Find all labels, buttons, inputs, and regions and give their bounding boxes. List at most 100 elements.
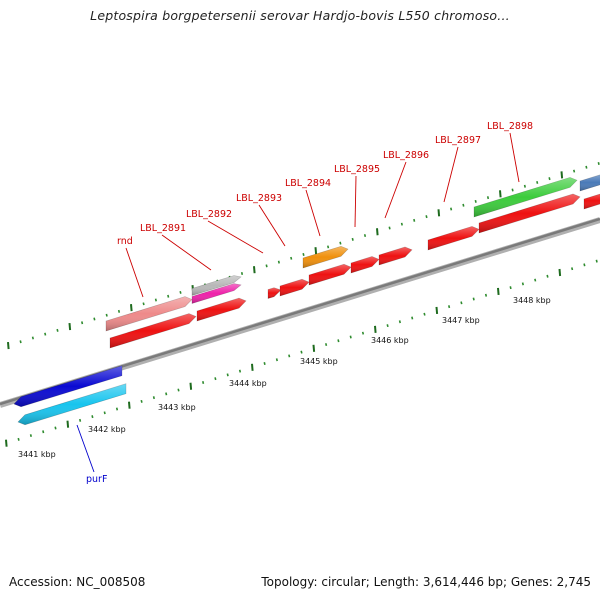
minor-tick — [179, 290, 182, 294]
gene-label[interactable]: LBL_2892 — [186, 209, 232, 220]
minor-tick — [597, 162, 600, 165]
major-tick — [251, 363, 254, 371]
major-tick — [130, 304, 133, 312]
gene-label[interactable]: LBL_2896 — [383, 150, 429, 161]
minor-tick — [214, 377, 217, 381]
accession-text: Accession: NC_008508 — [9, 575, 146, 589]
feature-LBL_2892-cds[interactable] — [267, 287, 282, 299]
minor-tick — [351, 237, 354, 241]
feature-LBL_2898-cds[interactable] — [478, 193, 581, 234]
minor-tick — [349, 335, 352, 339]
major-tick — [314, 247, 318, 255]
minor-tick — [425, 215, 428, 219]
minor-tick — [300, 350, 303, 354]
kbp-label: 3446 kbp — [371, 336, 409, 345]
minor-tick — [202, 380, 205, 384]
inner-tick-row — [5, 259, 598, 447]
minor-tick — [337, 339, 340, 343]
minor-tick — [81, 321, 84, 325]
kbp-label: 3443 kbp — [158, 403, 196, 412]
minor-tick — [165, 392, 168, 396]
kbp-label: 3448 kbp — [513, 296, 551, 305]
minor-tick — [339, 241, 342, 245]
connector-line — [384, 161, 407, 219]
minor-tick — [140, 399, 143, 403]
feature-LBL_2896-cds[interactable] — [378, 246, 413, 266]
feature-LBL_2893-cds[interactable] — [279, 278, 310, 297]
minor-tick — [573, 169, 576, 173]
minor-tick — [42, 430, 45, 434]
gene-label[interactable]: LBL_2898 — [487, 121, 533, 132]
minor-tick — [363, 234, 367, 238]
label-connectors — [76, 132, 520, 473]
minor-tick — [91, 415, 94, 419]
feature-LBL_2898-cog[interactable] — [473, 177, 578, 218]
minor-tick — [534, 278, 537, 282]
minor-tick — [474, 199, 477, 203]
minor-tick — [238, 369, 242, 373]
minor-tick — [44, 332, 47, 336]
feature-next-cds[interactable] — [583, 193, 600, 210]
connector-line — [443, 146, 459, 203]
minor-tick — [571, 267, 574, 271]
minor-tick — [177, 388, 180, 392]
minor-tick — [486, 196, 490, 200]
minor-tick — [275, 358, 278, 362]
feature-rnd-cds[interactable] — [109, 313, 197, 349]
outer-tick-row — [7, 162, 600, 350]
minor-tick — [103, 411, 106, 415]
minor-tick — [386, 324, 389, 328]
minor-tick — [398, 320, 401, 324]
minor-tick — [265, 264, 268, 268]
gene-label[interactable]: rnd — [117, 236, 133, 247]
minor-tick — [115, 407, 119, 411]
gene-labels: rndLBL_2891LBL_2892LBL_2893LBL_2894LBL_2… — [86, 121, 533, 485]
feature-purF-cog[interactable] — [13, 365, 123, 408]
minor-tick — [521, 282, 524, 286]
minor-tick — [460, 301, 463, 305]
feature-purF-cds[interactable] — [17, 383, 127, 426]
feature-LBL_2897-cds[interactable] — [427, 226, 480, 251]
map-title: Leptospira borgpetersenii serovar Hardjo… — [90, 8, 510, 23]
minor-tick — [167, 294, 170, 298]
kbp-label: 3442 kbp — [88, 425, 126, 434]
gene-label[interactable]: LBL_2897 — [435, 135, 481, 146]
feature-LBL_2895-cds[interactable] — [350, 256, 380, 274]
connector-line — [207, 220, 264, 254]
minor-tick — [400, 222, 403, 226]
feature-LBL_2891-cds[interactable] — [196, 297, 247, 322]
minor-tick — [327, 245, 330, 249]
feature-LBL_2891-cog-2[interactable] — [191, 283, 242, 304]
gene-label[interactable]: purF — [86, 474, 107, 485]
minor-tick — [240, 271, 244, 275]
feature-LBL_2891-cog[interactable] — [191, 275, 242, 296]
feature-next-cog[interactable] — [579, 174, 600, 192]
major-tick — [68, 322, 72, 331]
kbp-label: 3447 kbp — [442, 316, 480, 325]
minor-tick — [448, 305, 451, 309]
minor-tick — [31, 336, 34, 340]
gene-label[interactable]: LBL_2891 — [140, 223, 186, 234]
minor-tick — [154, 298, 157, 302]
major-tick — [435, 306, 439, 314]
gene-label[interactable]: LBL_2895 — [334, 164, 380, 175]
minor-tick — [152, 396, 155, 400]
gene-label[interactable]: LBL_2894 — [285, 178, 331, 189]
minor-tick — [263, 362, 266, 365]
minor-tick — [19, 340, 22, 344]
minor-tick — [302, 253, 305, 256]
feature-rnd-cog[interactable] — [105, 296, 193, 332]
minor-tick — [290, 256, 293, 260]
major-tick — [312, 344, 316, 352]
gene-label[interactable]: LBL_2893 — [236, 193, 282, 204]
feature-LBL_2894-cog[interactable] — [302, 245, 349, 269]
major-tick — [189, 382, 193, 390]
connector-line — [125, 247, 144, 298]
minor-tick — [226, 373, 229, 377]
feature-LBL_2894-cds[interactable] — [308, 263, 352, 286]
major-tick — [66, 420, 70, 428]
minor-tick — [17, 437, 20, 441]
connector-line — [258, 204, 286, 247]
minor-tick — [462, 203, 465, 207]
